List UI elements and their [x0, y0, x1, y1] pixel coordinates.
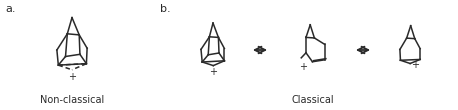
Text: Non-classical: Non-classical [40, 95, 104, 105]
Text: +: + [299, 62, 307, 72]
Text: +: + [68, 72, 76, 82]
Text: a.: a. [5, 4, 16, 14]
Text: Classical: Classical [292, 95, 334, 105]
Text: b.: b. [160, 4, 171, 14]
Text: +: + [411, 60, 419, 70]
Text: +: + [209, 67, 217, 77]
